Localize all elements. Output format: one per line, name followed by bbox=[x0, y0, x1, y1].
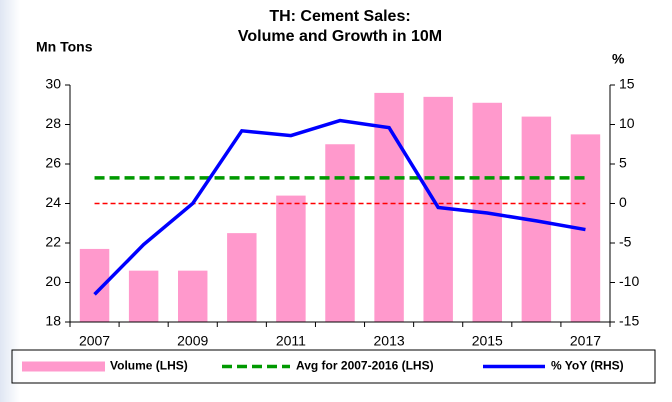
bar bbox=[325, 144, 355, 322]
y2-tick-label: 0 bbox=[619, 194, 627, 210]
y2-tick-label: 15 bbox=[619, 76, 635, 92]
legend-swatch bbox=[22, 361, 105, 372]
y-tick-label: 26 bbox=[45, 155, 61, 171]
y2-tick-label: -5 bbox=[619, 234, 632, 250]
x-tick-label: 2009 bbox=[177, 333, 208, 349]
y-tick-label: 24 bbox=[45, 194, 61, 210]
x-tick-label: 2015 bbox=[472, 333, 503, 349]
bar bbox=[178, 270, 208, 322]
x-tick-label: 2013 bbox=[374, 333, 405, 349]
y2-tick-label: -10 bbox=[619, 273, 639, 289]
y-tick-label: 28 bbox=[45, 115, 61, 131]
chart-title: TH: Cement Sales: bbox=[269, 8, 410, 25]
legend-box bbox=[11, 349, 656, 384]
y2-tick-label: -15 bbox=[619, 313, 639, 329]
bar bbox=[227, 233, 257, 322]
y2-axis-label: % bbox=[612, 51, 625, 67]
x-tick-label: 2011 bbox=[276, 333, 306, 349]
x-tick-label: 2017 bbox=[570, 333, 601, 349]
bar bbox=[128, 270, 159, 322]
yoy-line bbox=[93, 118, 586, 296]
chart-title: Volume and Growth in 10M bbox=[238, 28, 442, 45]
y2-tick-label: 10 bbox=[619, 115, 635, 131]
y2-tick-label: 5 bbox=[619, 155, 627, 171]
y-tick-label: 30 bbox=[45, 76, 61, 92]
y-tick-label: 20 bbox=[45, 273, 61, 289]
legend-label: Avg for 2007-2016 (LHS) bbox=[296, 359, 434, 373]
edge-shade bbox=[0, 0, 20, 402]
y-tick-label: 22 bbox=[45, 234, 61, 250]
y-axis-label: Mn Tons bbox=[36, 39, 93, 55]
legend-label: Volume (LHS) bbox=[110, 359, 188, 373]
bar bbox=[276, 195, 306, 322]
legend-label: % YoY (RHS) bbox=[551, 359, 624, 373]
x-tick-label: 2007 bbox=[79, 333, 110, 349]
bar bbox=[374, 92, 404, 323]
y-tick-label: 18 bbox=[45, 313, 61, 329]
